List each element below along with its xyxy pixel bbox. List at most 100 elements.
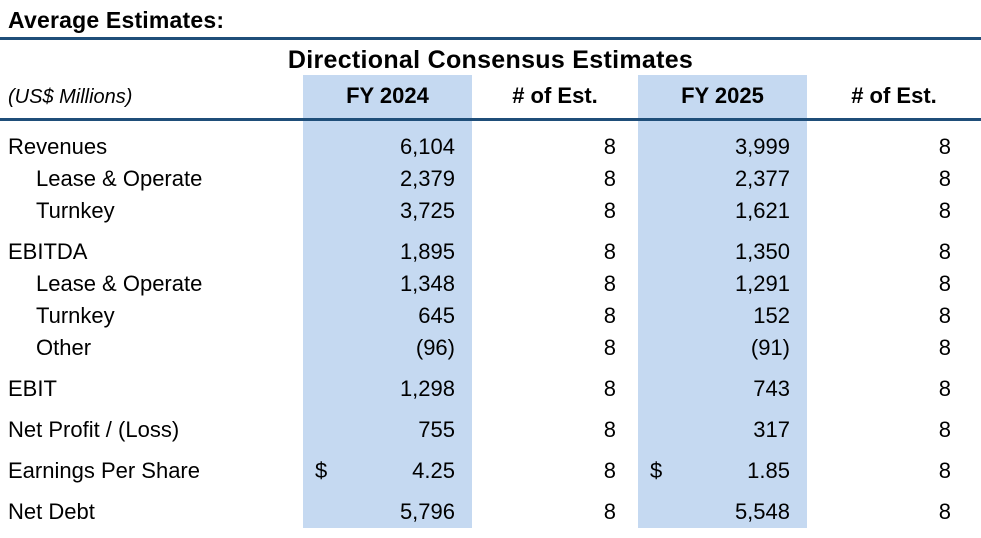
fy2024-estimate-count: 8 [603, 458, 616, 483]
fy2024-value: 4.25 [412, 458, 455, 483]
fy2024-value: 1,348 [399, 271, 455, 296]
fy2025-value-cell: 2,377 [638, 163, 807, 195]
fy2024-estimate-count: 8 [603, 134, 616, 159]
fy2025-value: 1,350 [734, 239, 790, 264]
fy2024-estimate-count: 8 [603, 335, 616, 360]
fy2024-value-cell: 1,348 [303, 268, 472, 300]
fy2024-value: 755 [418, 417, 455, 442]
header-row: (US$ Millions) FY 2024 # of Est. FY 2025… [0, 75, 981, 121]
fy2024-value: 1,298 [399, 376, 455, 401]
table-row: Revenues 6,104 8 3,999 8 [0, 119, 981, 163]
column-header-fy2025: FY 2025 [638, 75, 807, 121]
fy2024-value-cell: (96) [303, 332, 472, 364]
fy2024-value: (96) [415, 335, 455, 360]
fy2025-value: 1,621 [734, 198, 790, 223]
fy2024-value: 5,796 [399, 499, 455, 524]
fy2025-estimate-count: 8 [938, 239, 951, 264]
row-label: Lease & Operate [36, 166, 203, 191]
fy2024-estimate-count: 8 [603, 417, 616, 442]
row-label: Net Debt [8, 499, 95, 524]
fy2025-estimate-count: 8 [938, 166, 951, 191]
row-label: EBITDA [8, 239, 88, 264]
fy2024-value: 6,104 [399, 134, 455, 159]
row-label: Earnings Per Share [8, 458, 200, 483]
column-header-num-estimates-1: # of Est. [472, 75, 638, 121]
fy2025-value-cell: 743 [638, 364, 807, 405]
fy2025-value: (91) [750, 335, 790, 360]
fy2025-value: 317 [753, 417, 790, 442]
fy2025-value-cell: (91) [638, 332, 807, 364]
row-label: EBIT [8, 376, 57, 401]
fy2024-value: 2,379 [399, 166, 455, 191]
fy2025-estimate-count: 8 [938, 499, 951, 524]
row-label: Other [36, 335, 92, 360]
fy2025-value-cell: $ 1.85 [638, 446, 807, 487]
table-row: EBIT 1,298 8 743 8 [0, 364, 981, 405]
table-row: Net Profit / (Loss) 755 8 317 8 [0, 405, 981, 446]
column-header-num-estimates-2: # of Est. [807, 75, 981, 121]
fy2025-value: 743 [753, 376, 790, 401]
fy2024-value-cell: 3,725 [303, 195, 472, 227]
fy2025-estimate-count: 8 [938, 458, 951, 483]
fy2025-estimate-count: 8 [938, 417, 951, 442]
fy2025-value-cell: 152 [638, 300, 807, 332]
table-row: Lease & Operate 2,379 8 2,377 8 [0, 163, 981, 195]
table-row: Turnkey 645 8 152 8 [0, 300, 981, 332]
fy2025-value-cell: 1,291 [638, 268, 807, 300]
fy2024-estimate-count: 8 [603, 303, 616, 328]
fy2024-value: 1,895 [399, 239, 455, 264]
fy2024-estimate-count: 8 [603, 376, 616, 401]
fy2025-estimate-count: 8 [938, 134, 951, 159]
column-header-fy2024: FY 2024 [303, 75, 472, 121]
table-row: Other (96) 8 (91) 8 [0, 332, 981, 364]
fy2025-value: 1.85 [747, 458, 790, 483]
fy2025-value-cell: 3,999 [638, 119, 807, 163]
currency-symbol: $ [315, 458, 328, 483]
currency-symbol: $ [650, 458, 663, 483]
unit-label: (US$ Millions) [0, 75, 303, 121]
table-body: Revenues 6,104 8 3,999 8 Lease & Operate… [0, 119, 981, 528]
fy2024-estimate-count: 8 [603, 239, 616, 264]
row-label: Revenues [8, 134, 108, 159]
row-label: Lease & Operate [36, 271, 203, 296]
table-title: Directional Consensus Estimates [287, 46, 694, 74]
fy2025-value: 3,999 [734, 134, 790, 159]
fy2025-estimate-count: 8 [938, 198, 951, 223]
fy2024-value-cell: 755 [303, 405, 472, 446]
fy2025-value: 152 [753, 303, 790, 328]
fy2024-value-cell: 1,298 [303, 364, 472, 405]
row-label: Turnkey [36, 198, 115, 223]
table-row: Earnings Per Share $ 4.25 8 $ 1.85 8 [0, 446, 981, 487]
fy2024-estimate-count: 8 [603, 198, 616, 223]
title-underline-rule [0, 37, 981, 40]
fy2024-value-cell: $ 4.25 [303, 446, 472, 487]
fy2024-estimate-count: 8 [603, 166, 616, 191]
table-row: Lease & Operate 1,348 8 1,291 8 [0, 268, 981, 300]
page-title: Average Estimates: [8, 7, 225, 33]
fy2024-estimate-count: 8 [603, 499, 616, 524]
fy2024-value: 3,725 [399, 198, 455, 223]
fy2025-value: 1,291 [734, 271, 790, 296]
fy2025-value-cell: 1,621 [638, 195, 807, 227]
fy2025-estimate-count: 8 [938, 271, 951, 296]
fy2024-value: 645 [418, 303, 455, 328]
fy2024-value-cell: 1,895 [303, 227, 472, 268]
row-label: Net Profit / (Loss) [8, 417, 180, 442]
fy2024-value-cell: 5,796 [303, 487, 472, 528]
table-row: EBITDA 1,895 8 1,350 8 [0, 227, 981, 268]
fy2025-estimate-count: 8 [938, 335, 951, 360]
fy2024-value-cell: 6,104 [303, 119, 472, 163]
fy2025-estimate-count: 8 [938, 376, 951, 401]
fy2025-estimate-count: 8 [938, 303, 951, 328]
fy2024-value-cell: 645 [303, 300, 472, 332]
fy2025-value-cell: 1,350 [638, 227, 807, 268]
row-label: Turnkey [36, 303, 115, 328]
fy2025-value-cell: 5,548 [638, 487, 807, 528]
table-row: Turnkey 3,725 8 1,621 8 [0, 195, 981, 227]
estimates-table: (US$ Millions) FY 2024 # of Est. FY 2025… [0, 75, 981, 528]
fy2024-estimate-count: 8 [603, 271, 616, 296]
fy2025-value: 5,548 [734, 499, 790, 524]
fy2024-value-cell: 2,379 [303, 163, 472, 195]
fy2025-value-cell: 317 [638, 405, 807, 446]
